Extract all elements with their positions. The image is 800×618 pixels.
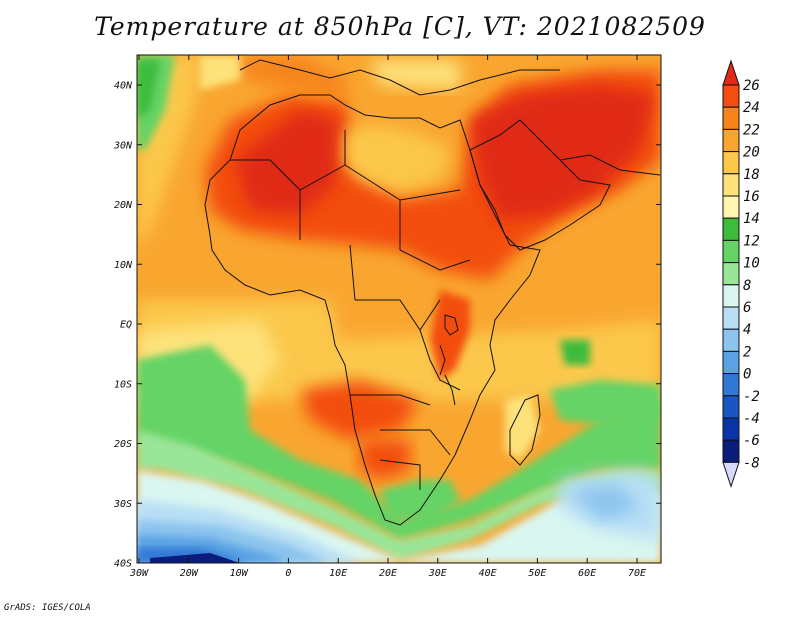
latitude-axis: 40N 30N 20N 10N EQ 10S 20S 30S 40S [113,81,661,570]
colorbar-label: -4 [743,411,760,427]
colorbar-label: 26 [743,78,760,94]
colorbar-swatch [722,350,740,375]
lon-label: 40E [479,568,497,579]
lat-label: 30N [113,140,133,151]
colorbar-label: 8 [743,278,751,294]
lat-label: 40S [114,559,132,570]
colorbar-swatch [722,151,740,175]
colorbar-swatch [722,128,740,153]
map-title: Temperature at 850hPa [C], VT: 202108250… [94,12,706,41]
lon-label: 0 [285,568,291,579]
lat-label: 40N [114,81,133,92]
lon-label: 10W [230,568,249,579]
colorbar-swatch [722,284,740,308]
longitude-axis: 30W 20W 10W 0 10E 20E 30E 40E 50E 60E 70E [129,55,646,579]
colorbar-swatch [722,328,740,352]
map-frame [136,54,662,564]
colorbar-label: 18 [743,167,760,183]
colorbar-swatch [722,84,740,108]
colorbar-swatch [722,106,740,130]
lon-label: 60E [578,568,596,579]
colorbar-label: 20 [743,145,760,161]
colorbar-label: 10 [743,256,760,272]
colorbar-label: 0 [743,367,751,383]
temperature-field [137,55,661,563]
colorbar-label: 6 [743,300,751,316]
colorbar-swatch [722,306,740,330]
colorbar-bottom-arrow [722,461,740,488]
colorbar-label: -8 [743,455,760,471]
colorbar-swatch [722,439,740,463]
grads-credit: GrADS: IGES/COLA [4,603,91,613]
colorbar-label: 16 [743,189,760,205]
colorbar-swatch [722,373,740,397]
lon-label: 30E [428,568,447,579]
colorbar-swatch [722,195,740,219]
lat-label: EQ [120,320,132,331]
lat-label: 20S [114,439,132,450]
lat-label: 10N [114,260,133,271]
colorbar-label: 12 [743,233,760,249]
lat-label: 10S [114,379,132,390]
colorbar-swatch [722,217,740,241]
coastlines [204,59,661,526]
colorbar-label: 14 [743,211,760,227]
lon-label: 30W [129,568,149,579]
lon-label: 10E [329,568,347,579]
colorbar-swatch [722,239,740,264]
colorbar-label: 22 [743,122,760,138]
lon-label: 50E [528,568,546,579]
lat-label: 30S [113,499,132,510]
lat-label: 20N [114,200,133,211]
colorbar-swatch [722,417,740,441]
lon-label: 20W [180,568,199,579]
colorbar-label: -2 [743,389,760,405]
colorbar-label: 2 [743,344,751,360]
colorbar-label: 4 [743,322,751,338]
colorbar-swatch [722,395,740,419]
lon-label: 70E [628,568,646,579]
colorbar-label: -6 [743,433,760,449]
lon-label: 20E [379,568,397,579]
colorbar-swatch [722,173,740,197]
colorbar-label: 24 [743,100,760,116]
colorbar-swatch [722,262,740,286]
colorbar-top-arrow [722,59,740,86]
